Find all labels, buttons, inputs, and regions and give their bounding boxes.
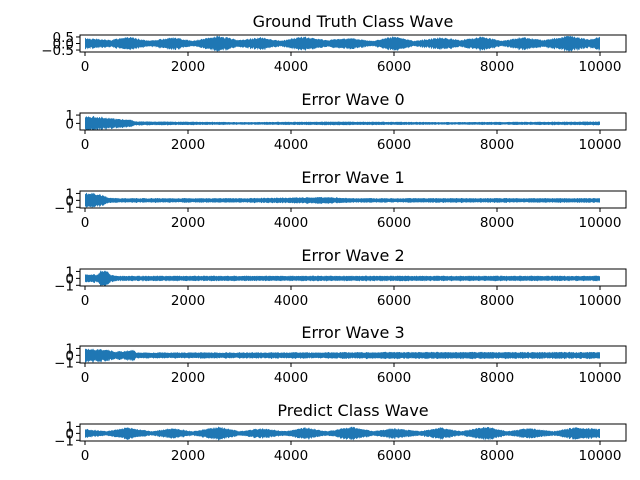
plot-frame xyxy=(79,112,627,131)
y-tick-label: 1 xyxy=(65,264,74,280)
x-tick-label: 2000 xyxy=(171,293,205,309)
subplot-title: Error Wave 0 xyxy=(301,90,404,109)
x-tick-label: 8000 xyxy=(480,370,514,386)
x-tick-label: 0 xyxy=(81,370,90,386)
x-tick-label: 6000 xyxy=(377,215,411,231)
x-tick-label: 6000 xyxy=(377,293,411,309)
y-tick-label: 0.0 xyxy=(53,37,74,53)
y-tick-label: −1 xyxy=(54,278,74,294)
x-tick-label: 0 xyxy=(81,293,90,309)
subplot-1: Error Wave 0 0 2000 4000 6000 8000 10000 10 xyxy=(65,90,627,153)
x-tick-label: 4000 xyxy=(274,137,308,153)
y-tick-label: 1 xyxy=(65,186,74,202)
y-tick-label: 1 xyxy=(65,419,74,435)
x-tick-label: 10000 xyxy=(579,370,622,386)
x-tick-label: 6000 xyxy=(377,59,411,75)
x-tick-label: 6000 xyxy=(377,370,411,386)
x-tick-label: 0 xyxy=(81,448,90,464)
x-tick-label: 8000 xyxy=(480,215,514,231)
y-tick-label: 0 xyxy=(65,116,74,132)
x-tick-label: 0 xyxy=(81,59,90,75)
y-tick-label: 1 xyxy=(65,341,74,357)
plot-frame xyxy=(79,423,627,442)
y-tick-label: 0 xyxy=(65,271,74,287)
x-tick-label: 2000 xyxy=(171,59,205,75)
y-tick-label: −1 xyxy=(54,433,74,449)
x-tick-label: 0 xyxy=(81,137,90,153)
series-wave xyxy=(85,270,600,286)
plot-frame xyxy=(79,268,627,287)
y-tick-label: 0.5 xyxy=(53,30,74,46)
plot-frame xyxy=(79,345,627,364)
x-tick-label: 10000 xyxy=(579,293,622,309)
x-tick-label: 6000 xyxy=(377,448,411,464)
x-tick-label: 2000 xyxy=(171,448,205,464)
x-tick-label: 2000 xyxy=(171,370,205,386)
x-tick-label: 2000 xyxy=(171,215,205,231)
series-wave xyxy=(85,426,600,441)
subplot-5: Predict Class Wave 0 2000 4000 6000 8000 10000… xyxy=(54,401,627,464)
x-tick-label: 10000 xyxy=(579,215,622,231)
subplot-title: Error Wave 1 xyxy=(301,168,404,187)
subplot-title: Error Wave 3 xyxy=(301,323,404,342)
y-tick-label: 0 xyxy=(65,193,74,209)
x-tick-label: 4000 xyxy=(274,215,308,231)
subplot-title: Predict Class Wave xyxy=(277,401,428,420)
x-tick-label: 8000 xyxy=(480,293,514,309)
x-tick-label: 8000 xyxy=(480,137,514,153)
x-tick-label: 6000 xyxy=(377,137,411,153)
y-tick-label: 0 xyxy=(65,348,74,364)
x-tick-label: 10000 xyxy=(579,59,622,75)
y-tick-label: −0.5 xyxy=(41,43,74,59)
series-wave xyxy=(85,192,600,208)
x-tick-label: 8000 xyxy=(480,448,514,464)
x-tick-label: 4000 xyxy=(274,293,308,309)
series-wave xyxy=(85,35,600,52)
x-tick-label: 8000 xyxy=(480,59,514,75)
x-tick-label: 2000 xyxy=(171,137,205,153)
x-tick-label: 4000 xyxy=(274,370,308,386)
x-tick-label: 4000 xyxy=(274,448,308,464)
x-tick-label: 0 xyxy=(81,215,90,231)
series-wave xyxy=(85,348,600,363)
series-wave xyxy=(85,115,600,130)
y-tick-label: −1 xyxy=(54,200,74,216)
x-tick-label: 4000 xyxy=(274,59,308,75)
plot-frame xyxy=(79,190,627,209)
x-tick-label: 10000 xyxy=(579,137,622,153)
y-tick-label: −1 xyxy=(54,355,74,371)
x-tick-label: 10000 xyxy=(579,448,622,464)
y-tick-label: 0 xyxy=(65,426,74,442)
subplot-title: Error Wave 2 xyxy=(301,246,404,265)
y-tick-label: 1 xyxy=(65,108,74,124)
subplot-title: Ground Truth Class Wave xyxy=(253,12,454,31)
subplot-0: Ground Truth Class Wave 0 2000 4000 6000 8000… xyxy=(41,12,627,75)
